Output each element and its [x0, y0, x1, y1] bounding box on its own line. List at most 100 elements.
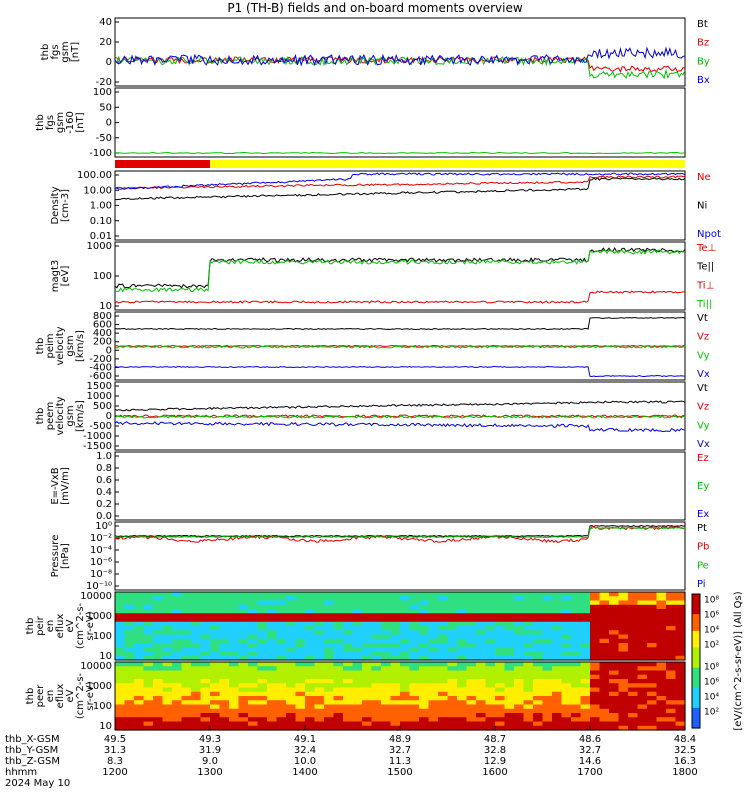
peir_eflux-cell [343, 613, 354, 619]
peir_eflux-cell [552, 596, 563, 602]
peer_eflux-cell [200, 662, 211, 667]
peer_eflux-cell [381, 725, 392, 731]
peer_eflux-cell [191, 687, 202, 693]
peer_eflux-cell [523, 713, 534, 718]
peer_eflux-cell [400, 696, 411, 701]
peir_eflux-cell [124, 626, 135, 631]
density-ytick-4: 0.01 [90, 231, 112, 242]
peer_eflux-cell [514, 691, 525, 697]
peem_velocity-ytick-6: -1500 [83, 441, 112, 452]
peir_eflux-cell [162, 600, 173, 606]
peir_eflux-cell [381, 643, 392, 648]
peer_eflux-cell [647, 683, 658, 689]
xtick-x-2: 49.1 [294, 734, 316, 745]
peir_eflux-cell [362, 600, 373, 606]
peir_eflux-cell [590, 655, 601, 661]
peir_eflux-cell [248, 617, 259, 623]
peer_eflux-cell [352, 696, 363, 701]
peer_eflux-cell [476, 725, 487, 731]
peer_eflux-cell [352, 708, 363, 714]
peir_eflux-cell [124, 592, 135, 597]
peer_eflux-cell [257, 704, 268, 710]
pressure-ytick-0: 10⁰ [95, 521, 112, 532]
peir_eflux-cell [115, 617, 126, 623]
peir_eflux-cell [628, 655, 639, 661]
peir_eflux-cell [295, 630, 306, 636]
peir_eflux-cell [229, 596, 240, 602]
peir_eflux-cell [172, 604, 183, 610]
peir_eflux-cell [476, 626, 487, 631]
peir_eflux-cell [666, 647, 677, 653]
peer_eflux-cell [210, 713, 221, 718]
peer_eflux-cell [542, 691, 553, 697]
peir_eflux-cell [229, 617, 240, 623]
peer_eflux-cell [210, 696, 221, 701]
peir_eflux-cell [295, 613, 306, 619]
peer_eflux-cell [637, 713, 648, 718]
peir_eflux-cell [248, 604, 259, 610]
peir_eflux-cell [666, 604, 677, 610]
peir_eflux-cell [438, 626, 449, 631]
peir_eflux-cell [523, 630, 534, 636]
peer_eflux-cell [248, 674, 259, 680]
peir_eflux-ytick-0: 10000 [80, 591, 112, 602]
peir_eflux-cell [267, 613, 278, 619]
peir_eflux-cell [191, 647, 202, 653]
peer_eflux-cell [219, 683, 230, 689]
peir_eflux-cell [552, 617, 563, 623]
peir_eflux-cell [153, 643, 164, 648]
peer_eflux-cell [552, 696, 563, 701]
peer_eflux-cell [314, 683, 325, 689]
peer_eflux-cell [466, 666, 477, 672]
peir_eflux-cell [476, 600, 487, 606]
peir_eflux-cell [666, 626, 677, 631]
peer_eflux-cell [561, 687, 572, 693]
peir_eflux-cell [134, 647, 145, 653]
peer_eflux-cell [419, 708, 430, 714]
peir_eflux-cell [295, 634, 306, 640]
peir_eflux-cell [219, 609, 230, 614]
peer_eflux-cell [333, 691, 344, 697]
peir_eflux-cell [675, 634, 686, 640]
peer_eflux-cell [153, 687, 164, 693]
peir_eflux-cell [153, 638, 164, 644]
peer_eflux-cell [267, 691, 278, 697]
peer_eflux-cell [115, 700, 126, 706]
peer_eflux-cell [666, 691, 677, 697]
peer_eflux-cell [305, 721, 316, 727]
peer_eflux-cell [590, 670, 601, 676]
peir_eflux-cell [428, 630, 439, 636]
peer_eflux-cell [352, 666, 363, 672]
peir_eflux-cell [571, 592, 582, 597]
peir_eflux-cell [542, 613, 553, 619]
peer_eflux-cell [324, 691, 335, 697]
peer_eflux-cell [124, 674, 135, 680]
peer_eflux-ylabel-1: peer [35, 684, 46, 708]
peir_eflux-cell [447, 647, 458, 653]
peir_eflux-cell [390, 613, 401, 619]
peir_eflux-cell [162, 634, 173, 640]
peer_eflux-cell [181, 670, 192, 676]
peir_eflux-cell [447, 596, 458, 602]
peir_eflux-cell [276, 621, 287, 627]
colorbar-cell [692, 607, 700, 612]
peir_eflux-cell [514, 621, 525, 627]
peer_eflux-cell [409, 704, 420, 710]
peir_eflux-cell [618, 592, 629, 597]
peim_velocity-ylabel-0: thb [35, 338, 46, 355]
fgs_dsl-ylabel-0: thb [35, 114, 46, 131]
peir_eflux-cell [229, 600, 240, 606]
xtick-z-5: 14.6 [579, 756, 601, 767]
peer_eflux-cell [580, 713, 591, 718]
peer_eflux-cell [666, 696, 677, 701]
peir_eflux-cell [609, 592, 620, 597]
peer_eflux-cell [533, 696, 544, 701]
peer_eflux-cell [428, 721, 439, 727]
peer_eflux-cell [229, 700, 240, 706]
peir_eflux-cell [115, 600, 126, 606]
fgs-ylabel-0: thb [40, 44, 51, 61]
peir_eflux-cell [628, 600, 639, 606]
peer_eflux-cell [618, 704, 629, 710]
xtick-t-6: 1800 [672, 767, 697, 778]
peer_eflux-cell [666, 674, 677, 680]
